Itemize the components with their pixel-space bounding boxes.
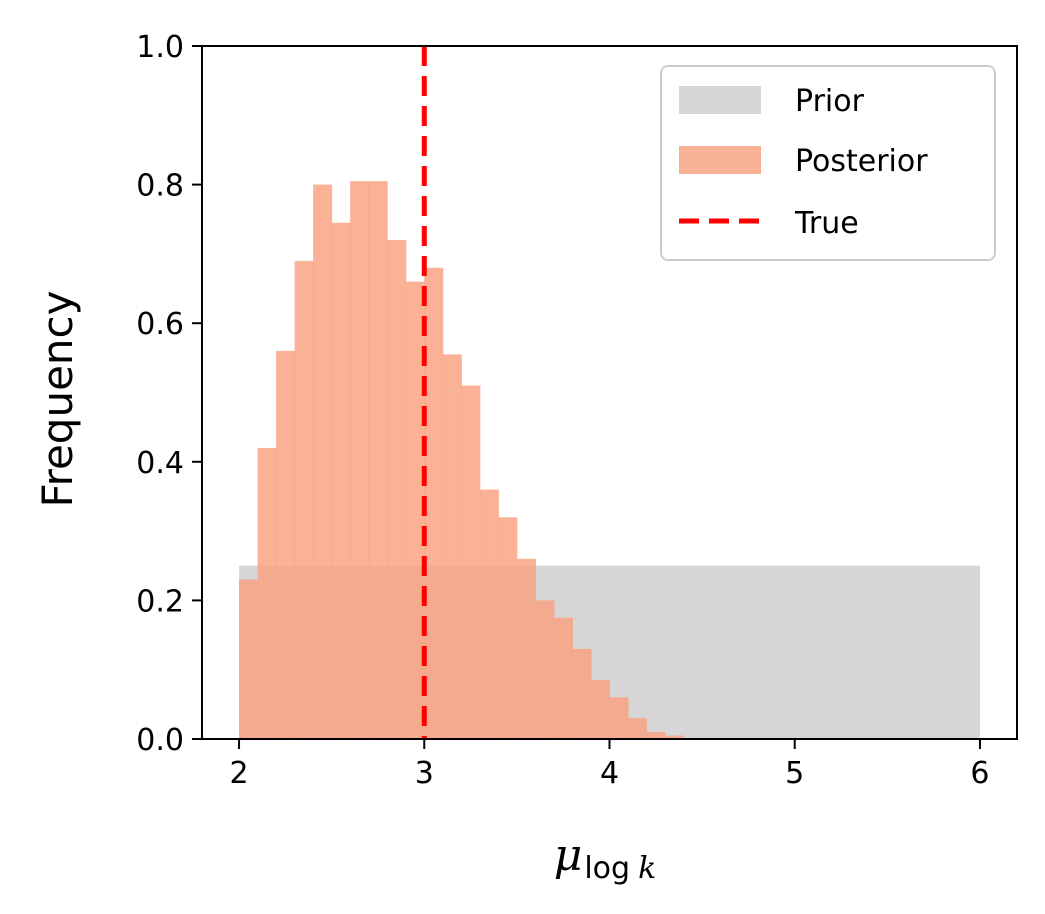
y-tick-label: 0.0 — [136, 723, 184, 758]
x-axis-title: μlog k — [554, 830, 657, 886]
posterior-histogram — [239, 181, 685, 740]
posterior-bar — [498, 517, 518, 739]
posterior-bar — [350, 181, 370, 739]
x-tick-label: 5 — [785, 756, 804, 791]
posterior-bar — [405, 281, 425, 739]
posterior-bar — [461, 385, 481, 739]
posterior-bar — [665, 735, 685, 739]
y-axis-title: Frequency — [33, 291, 82, 508]
legend-label-prior: Prior — [795, 84, 865, 119]
y-tick-label: 0.4 — [136, 446, 184, 481]
y-tick-label: 0.8 — [136, 169, 184, 204]
posterior-bar — [294, 260, 314, 739]
posterior-bar — [628, 718, 648, 739]
posterior-bar — [553, 617, 573, 739]
posterior-bar — [331, 222, 351, 740]
posterior-bar — [572, 648, 592, 739]
posterior-bar — [257, 447, 277, 739]
legend-swatch-posterior — [679, 146, 761, 174]
x-axis-ticks: 2 3 4 5 6 — [229, 739, 990, 791]
posterior-bar — [276, 350, 296, 739]
legend: Prior Posterior True — [660, 65, 996, 261]
x-axis-title-subscript-fn: log — [584, 851, 630, 886]
posterior-bar — [479, 489, 499, 739]
x-tick-label: 2 — [229, 756, 248, 791]
posterior-bar — [313, 184, 333, 740]
y-tick-label: 1.0 — [136, 30, 184, 65]
posterior-bar — [387, 240, 407, 740]
posterior-bar — [442, 354, 462, 739]
posterior-bar — [368, 181, 388, 739]
posterior-bar — [646, 732, 666, 739]
legend-label-true: True — [794, 206, 859, 241]
posterior-bar — [516, 558, 536, 739]
x-tick-label: 4 — [600, 756, 619, 791]
y-axis-ticks: 0.0 0.2 0.4 0.6 0.8 1.0 — [136, 30, 202, 758]
y-tick-label: 0.6 — [136, 307, 184, 342]
legend-swatch-prior — [679, 86, 761, 114]
posterior-bar — [424, 267, 444, 739]
posterior-bar — [609, 697, 629, 739]
y-tick-label: 0.2 — [136, 584, 184, 619]
posterior-bar — [535, 600, 555, 739]
x-axis-title-symbol: μ — [554, 830, 583, 881]
x-tick-label: 6 — [970, 756, 989, 791]
posterior-bar — [239, 579, 259, 739]
x-axis-title-subscript-var: k — [638, 851, 656, 886]
legend-box — [660, 65, 996, 261]
posterior-bar — [590, 680, 610, 739]
legend-label-posterior: Posterior — [795, 144, 928, 179]
x-tick-label: 3 — [415, 756, 434, 791]
